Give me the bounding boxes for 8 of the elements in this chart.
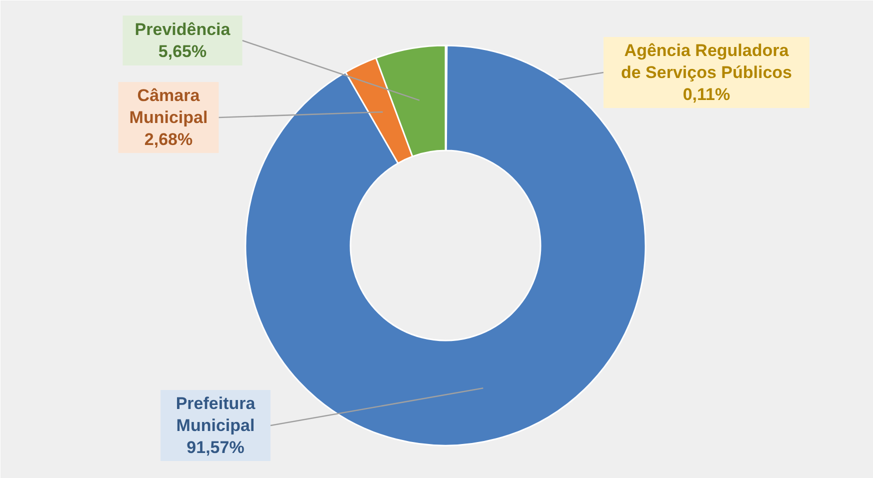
slice-label: Prefeitura Municipal: [176, 394, 256, 435]
slice-label: Câmara Municipal: [129, 86, 208, 127]
slice-label: Previdência: [134, 20, 231, 40]
data-label: 91,57%: [186, 438, 244, 457]
data-label: 0,11%: [682, 84, 730, 104]
slice-label: Agência Reguladora de Serviços Públicos: [620, 41, 792, 82]
data-label: 5,65%: [158, 42, 207, 61]
data-label: 2,68%: [144, 130, 193, 149]
